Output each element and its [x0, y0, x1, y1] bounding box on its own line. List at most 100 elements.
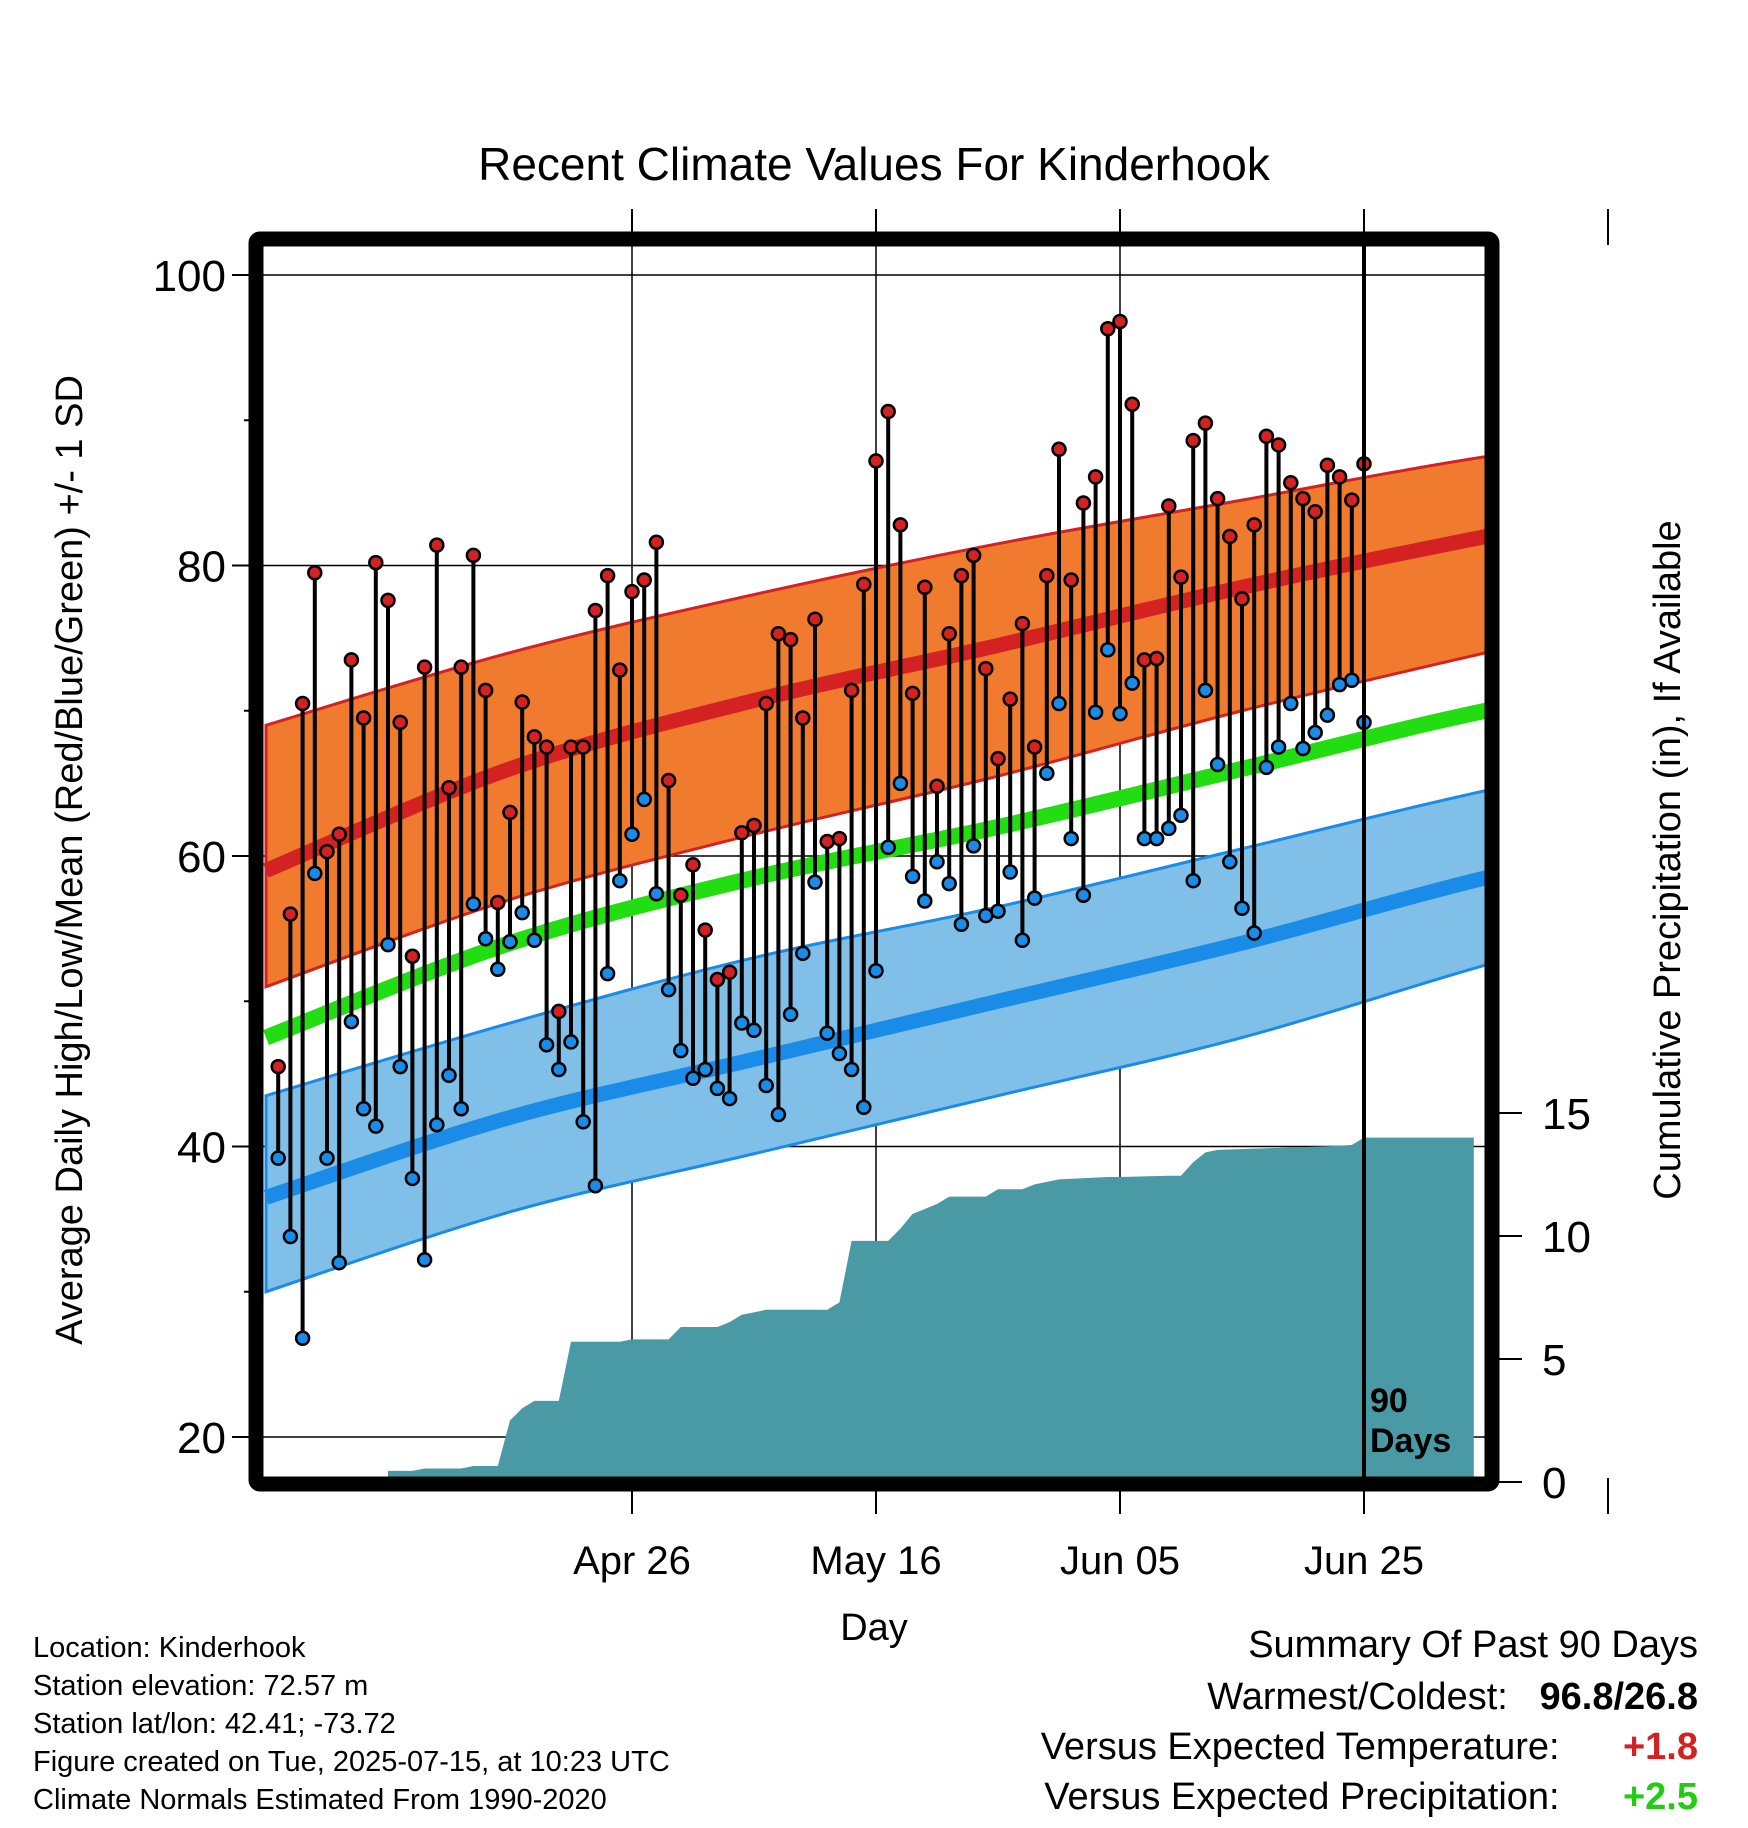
daily-high-point [526, 729, 543, 745]
daily-high-point [1014, 615, 1031, 632]
daily-high-point [380, 592, 396, 609]
daily-high-point [368, 554, 384, 571]
daily-low-point [636, 791, 652, 808]
daily-high-point [868, 453, 884, 469]
precipitation-area [388, 1137, 1474, 1478]
daily-high-point [673, 887, 689, 903]
daily-high-point [843, 682, 860, 699]
daily-high-point [1258, 428, 1275, 444]
daily-high-point [575, 739, 591, 755]
daily-high-point [1246, 517, 1262, 533]
daily-high-point [1063, 572, 1079, 588]
daily-low-point [1246, 925, 1262, 941]
daily-high-point [1197, 415, 1214, 431]
daily-high-point [1185, 432, 1201, 449]
daily-low-point [831, 1045, 848, 1062]
daily-low-point [1283, 695, 1299, 712]
daily-low-point [355, 1100, 372, 1117]
daily-high-point [1173, 569, 1189, 585]
y-tick-label: 80 [177, 543, 226, 592]
daily-low-point [612, 872, 628, 889]
daily-low-point [856, 1099, 872, 1116]
figure-created: Figure created on Tue, 2025-07-15, at 10… [33, 1746, 670, 1778]
daily-low-point [1270, 739, 1287, 755]
daily-high-point [612, 662, 628, 678]
daily-high-point [746, 817, 762, 834]
daily-low-point [746, 1022, 762, 1039]
daily-high-point [319, 843, 335, 860]
daily-high-point [1112, 313, 1128, 330]
low-normal-band [264, 789, 1486, 1294]
daily-low-point [1307, 724, 1323, 741]
y2-tick-label: 15 [1542, 1090, 1591, 1139]
daily-low-point [477, 931, 494, 947]
chart-title: Recent Climate Values For Kinderhook [478, 138, 1271, 190]
daily-low-point [868, 962, 884, 979]
y2-tick-label: 0 [1542, 1459, 1566, 1508]
daily-high-point [282, 906, 299, 922]
x-tick-label: May 16 [810, 1539, 941, 1583]
daily-low-point [368, 1118, 384, 1134]
daily-high-point [685, 856, 701, 873]
daily-low-point [465, 896, 482, 912]
daily-low-point [526, 932, 543, 948]
summary-temperature: Versus Expected Temperature: +1.8 [1041, 1726, 1698, 1769]
plot-border [248, 231, 1500, 1492]
summary-extremes: Warmest/Coldest: 96.8/26.8 [1207, 1676, 1698, 1719]
x-tick-label: Apr 26 [573, 1539, 691, 1583]
daily-low-point [880, 839, 896, 856]
daily-low-point [502, 933, 518, 950]
daily-low-point [1234, 900, 1250, 917]
daily-low-point [1124, 675, 1140, 691]
daily-low-point [1026, 890, 1043, 906]
daily-high-point [624, 583, 640, 600]
daily-low-point [1173, 807, 1189, 824]
precip-label: Versus Expected Precipitation: [1044, 1776, 1560, 1818]
precip-value: +2.5 [1622, 1776, 1698, 1818]
y2-tick-label: 10 [1542, 1213, 1591, 1262]
daily-high-point [892, 517, 909, 533]
y-tick-label: 60 [177, 833, 226, 882]
daily-high-point [1051, 441, 1067, 458]
daily-high-point [636, 572, 652, 588]
x-tick-label: Jun 25 [1304, 1539, 1424, 1583]
daily-high-point [502, 804, 518, 821]
daily-high-point [331, 826, 347, 842]
daily-high-point [343, 652, 360, 668]
daily-low-point [1161, 820, 1177, 837]
daily-low-point [514, 904, 530, 921]
daily-high-point [904, 685, 921, 702]
daily-low-point [1002, 864, 1018, 880]
daily-low-point [1014, 932, 1031, 948]
daily-high-point [1209, 490, 1226, 507]
station-location: Location: Kinderhook [33, 1632, 306, 1664]
daily-low-point [1185, 872, 1201, 889]
daily-low-point [538, 1037, 555, 1053]
daily-high-point [404, 948, 421, 964]
daily-high-point [1222, 528, 1238, 545]
daily-low-point [1197, 682, 1214, 699]
y-axis-label: Average Daily High/Low/Mean (Red/Blue/Gr… [49, 375, 91, 1345]
daily-low-point [758, 1077, 774, 1094]
daily-low-point [1258, 759, 1275, 776]
daily-low-point [953, 916, 970, 933]
daily-high-point [1319, 457, 1336, 474]
daily-high-point [1148, 650, 1165, 667]
daily-high-point [1026, 739, 1043, 755]
daily-low-point [929, 854, 945, 870]
low-normal-line [263, 870, 1486, 1205]
daily-high-point [1087, 469, 1104, 485]
daily-low-point [331, 1254, 347, 1271]
daily-high-point [819, 833, 835, 850]
summary-heading: Summary Of Past 90 Days [1248, 1624, 1698, 1666]
daily-low-point [1222, 854, 1238, 870]
extremes-label: Warmest/Coldest: [1207, 1676, 1508, 1718]
daily-low-point [819, 1025, 835, 1041]
daily-high-point [917, 579, 933, 596]
daily-low-point [599, 965, 616, 982]
daily-high-point [599, 567, 616, 584]
y-tick-label: 40 [177, 1124, 226, 1173]
daily-low-point [782, 1006, 799, 1023]
normals-period: Climate Normals Estimated From 1990-2020 [33, 1784, 607, 1816]
